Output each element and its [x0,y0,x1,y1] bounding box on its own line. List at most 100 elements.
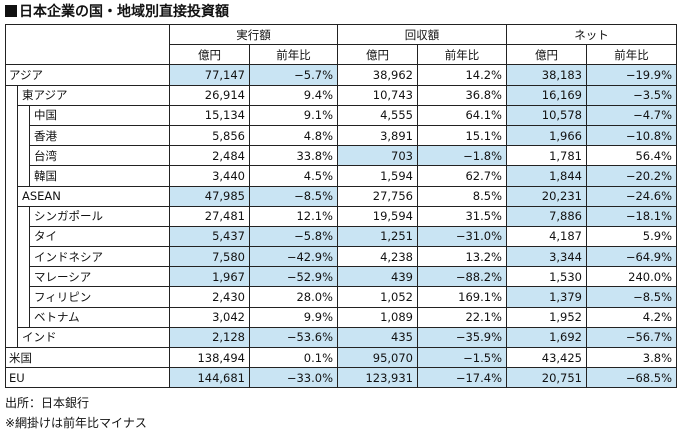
amount-cell: 1,844 [506,165,587,187]
yoy-cell: −10.8% [586,124,677,147]
header-row-units: 億円 前年比 億円 前年比 億円 前年比 [5,44,677,66]
row-label: 東アジア [17,84,170,106]
amount-cell: 5,437 [169,225,250,248]
row-label: アジア [5,64,170,86]
amount-cell: 3,042 [169,306,250,328]
table-row: インドネシア 7,580 −42.9% 4,238 13.2% 3,344 −64.9% [5,246,677,268]
row-label: 台湾 [29,145,170,167]
amount-cell: 138,494 [169,346,250,369]
yoy-cell: 12.1% [249,205,338,227]
square-bullet-icon [5,5,17,17]
amount-cell: 2,484 [169,145,250,167]
amount-cell: 1,089 [337,306,418,328]
amount-cell: 10,743 [337,84,418,106]
amount-cell: 435 [337,326,418,349]
yoy-cell: −35.9% [417,326,507,349]
indent-cell [17,165,30,187]
indent-cell [5,206,18,227]
amount-cell: 1,379 [506,286,587,308]
yoy-cell: −33.0% [249,367,338,389]
yoy-cell: 56.4% [586,145,677,167]
amount-cell: 2,430 [169,286,250,308]
yoy-cell: 4.5% [249,165,338,187]
indent-cell [17,105,30,126]
yoy-cell: −52.9% [249,266,338,288]
row-label: シンガポール [29,205,170,227]
yoy-cell: 4.8% [249,124,338,147]
header-group: 実行額 [169,23,338,46]
yoy-cell: −8.5% [586,286,677,308]
yoy-cell: 62.7% [417,165,507,187]
amount-cell: 2,128 [169,326,250,349]
row-label: EU [5,367,170,389]
indent-cell [17,246,30,267]
amount-cell: 1,967 [169,266,250,288]
yoy-cell: 9.4% [249,84,338,106]
table-row: 香港 5,856 4.8% 3,891 15.1% 1,966 −10.8% [5,124,677,147]
yoy-cell: −8.5% [249,185,338,207]
indent-cell [5,307,18,328]
yoy-cell: −3.5% [586,84,677,106]
amount-cell: 20,751 [506,367,587,389]
amount-cell: 27,481 [169,205,250,227]
header-unit: 億円 [337,44,418,66]
indent-cell [5,105,18,126]
amount-cell: 43,425 [506,346,587,369]
amount-cell: 4,238 [337,246,418,268]
amount-cell: 38,183 [506,64,587,86]
indent-cell [5,85,18,106]
yoy-cell: −5.7% [249,64,338,86]
row-label: ASEAN [17,185,170,207]
row-label: タイ [29,225,170,248]
yoy-cell: −31.0% [417,225,507,248]
yoy-cell: −68.5% [586,367,677,389]
yoy-cell: 4.2% [586,306,677,328]
yoy-cell: 14.2% [417,64,507,86]
yoy-cell: −64.9% [586,246,677,268]
amount-cell: 26,914 [169,84,250,106]
yoy-cell: −42.9% [249,246,338,268]
yoy-cell: 36.8% [417,84,507,106]
amount-cell: 27,756 [337,185,418,207]
yoy-cell: 64.1% [417,104,507,126]
indent-cell [17,286,30,308]
amount-cell: 1,594 [337,165,418,187]
yoy-cell: 240.0% [586,266,677,288]
yoy-cell: −4.7% [586,104,677,126]
indent-cell [5,246,18,267]
amount-cell: 16,169 [506,84,587,106]
amount-cell: 10,578 [506,104,587,126]
row-label: 香港 [29,124,170,147]
yoy-cell: −56.7% [586,326,677,349]
yoy-cell: 22.1% [417,306,507,328]
header-row-groups: 実行額 回収額 ネット [5,23,677,46]
table-row: ベトナム 3,042 9.9% 1,089 22.1% 1,952 4.2% [5,306,677,328]
yoy-cell: −5.8% [249,225,338,248]
table-row: インド 2,128 −53.6% 435 −35.9% 1,692 −56.7% [5,326,677,349]
yoy-cell: −1.5% [417,346,507,369]
header-group: ネット [506,23,677,46]
indent-cell [17,206,30,227]
amount-cell: 7,580 [169,246,250,268]
table-row: タイ 5,437 −5.8% 1,251 −31.0% 4,187 5.9% [5,225,677,248]
amount-cell: 1,692 [506,326,587,349]
table-title: 日本企業の国・地域別直接投資額 [5,3,229,21]
table-row: フィリピン 2,430 28.0% 1,052 169.1% 1,379 −8.5% [5,286,677,308]
indent-cell [5,226,18,247]
indent-cell [17,266,30,287]
notes: 出所：日本銀行 ※網掛けは前年比マイナス [5,393,147,433]
yoy-cell: 3.8% [586,346,677,369]
yoy-cell: 9.9% [249,306,338,328]
header-unit: 億円 [506,44,587,66]
yoy-cell: −24.6% [586,185,677,207]
yoy-cell: 169.1% [417,286,507,308]
table-row: ASEAN 47,985 −8.5% 27,756 8.5% 20,231 −24.6% [5,185,677,207]
amount-cell: 144,681 [169,367,250,389]
header-unit: 前年比 [586,44,677,66]
yoy-cell: −19.9% [586,64,677,86]
row-label: 米国 [5,346,170,369]
header-unit: 前年比 [417,44,507,66]
amount-cell: 3,891 [337,124,418,147]
amount-cell: 1,952 [506,306,587,328]
indent-cell [17,307,30,328]
